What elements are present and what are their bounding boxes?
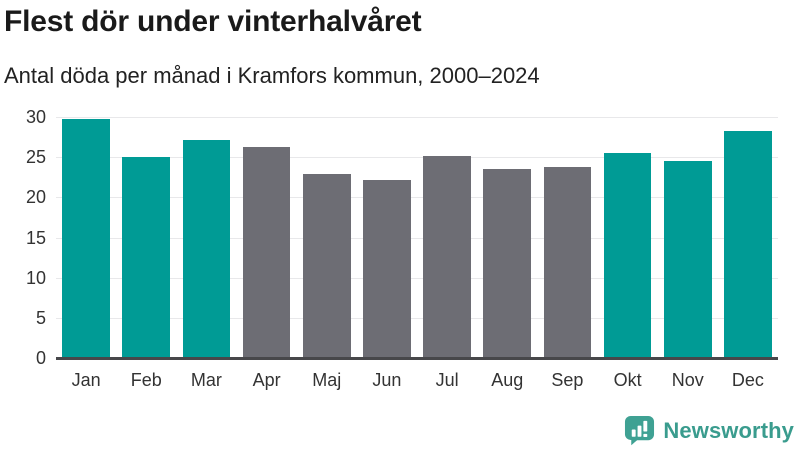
- x-tick-label-aug: Aug: [491, 370, 524, 390]
- x-tick-label-sep: Sep: [551, 370, 584, 390]
- newsworthy-chart-bubble-icon: [624, 415, 655, 446]
- x-tick-label-mar: Mar: [190, 370, 222, 390]
- gridline-20: [56, 197, 778, 199]
- y-tick-label-10: 10: [25, 267, 46, 288]
- y-tick-label-0: 0: [35, 348, 46, 368]
- x-tick-label-jan: Jan: [71, 370, 101, 390]
- x-axis-line: [56, 357, 778, 360]
- chart-subtitle: Antal döda per månad i Kramfors kommun, …: [4, 63, 540, 88]
- bar-okt: [603, 153, 652, 358]
- bar-apr: [242, 146, 291, 358]
- gridline-10: [56, 277, 778, 279]
- bar-maj: [302, 174, 351, 358]
- gridline-30: [56, 117, 778, 118]
- x-tick-label-dec: Dec: [731, 370, 764, 390]
- x-tick-label-nov: Nov: [671, 370, 704, 390]
- gridline-5: [56, 317, 778, 319]
- bar-aug: [483, 169, 531, 358]
- y-tick-label-25: 25: [25, 147, 46, 168]
- x-tick-label-jun: Jun: [372, 370, 402, 390]
- bar-mar: [182, 140, 231, 358]
- gridline-15: [56, 237, 778, 239]
- bar-sep: [543, 166, 592, 358]
- x-tick-label-jul: Jul: [435, 370, 459, 390]
- bar-feb: [122, 157, 170, 358]
- x-tick-label-feb: Feb: [130, 370, 162, 390]
- x-tick-label-okt: Okt: [613, 370, 642, 390]
- bar-jun: [363, 179, 411, 358]
- newsworthy-logo-text: Newsworthy: [663, 417, 794, 443]
- bar-jul: [423, 155, 471, 358]
- newsworthy-logo: Newsworthy: [624, 415, 794, 446]
- y-tick-label-15: 15: [25, 227, 46, 248]
- gridline-25: [56, 157, 778, 159]
- bar-dec: [724, 131, 772, 358]
- x-tick-label-apr: Apr: [252, 370, 281, 390]
- y-tick-label-20: 20: [25, 187, 46, 208]
- chart-title: Flest dör under vinterhalvåret: [4, 5, 422, 38]
- x-tick-label-maj: Maj: [312, 370, 342, 390]
- bar-jan: [62, 119, 110, 358]
- y-tick-label-5: 5: [35, 307, 46, 328]
- bar-nov: [663, 161, 712, 358]
- y-tick-label-30: 30: [25, 107, 46, 127]
